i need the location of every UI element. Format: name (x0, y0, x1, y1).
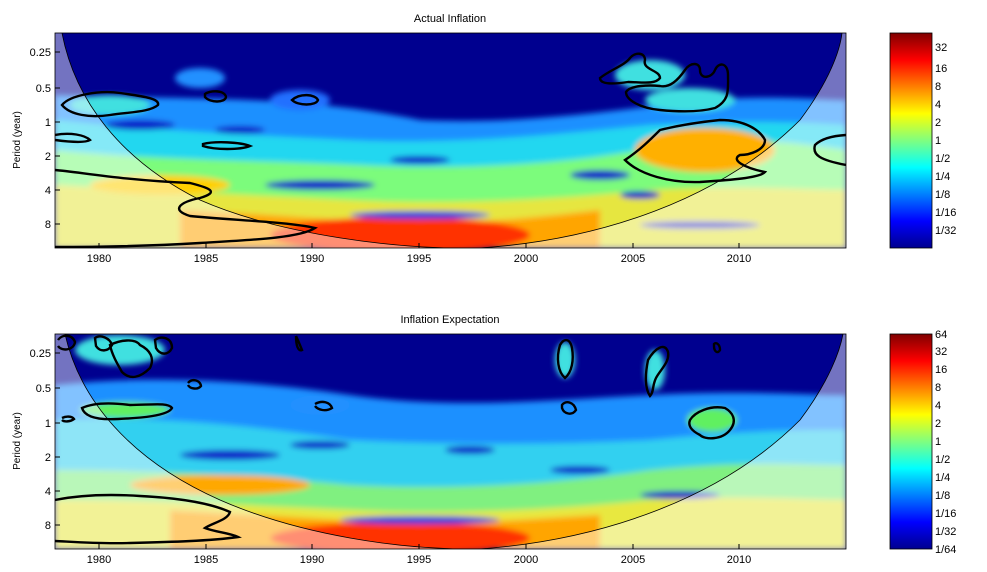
p2-cb-2: 2 (935, 418, 941, 430)
p1-cb-1-4: 1/4 (935, 171, 950, 183)
p2-cb-1-8: 1/8 (935, 490, 950, 502)
p1-ytick-2: 2 (45, 151, 51, 163)
panel-1-colorbar: 32 16 8 4 2 1 1/2 1/4 1/8 1/16 1/32 (889, 32, 956, 249)
p1-cb-8: 8 (935, 81, 941, 93)
p2-ytick-8: 8 (45, 520, 51, 532)
p2-ytick-0.5: 0.5 (36, 383, 51, 395)
panel-actual-inflation: Actual Inflation Period (year) (12, 13, 956, 265)
panel-1-frame (54, 32, 847, 249)
p2-cb-16: 16 (935, 364, 947, 376)
p1-xtick-1980: 1980 (87, 253, 111, 265)
p1-ytick-8: 8 (45, 219, 51, 231)
panel-2-contours (55, 334, 735, 545)
p2-cb-1-4: 1/4 (935, 472, 950, 484)
p1-ytick-1: 1 (45, 117, 51, 129)
p1-cb-1-32: 1/32 (935, 225, 956, 237)
p1-cb-4: 4 (935, 99, 941, 111)
p2-cb-1-64: 1/64 (935, 544, 956, 556)
p2-xtick-2000: 2000 (514, 554, 538, 566)
p1-cb-32: 32 (935, 42, 947, 54)
p1-xtick-2005: 2005 (621, 253, 645, 265)
panel-1-yaxis: 0.25 0.5 1 2 4 8 (30, 47, 60, 231)
p1-ytick-0.25: 0.25 (30, 47, 51, 59)
panel-2-ylabel: Period (year) (12, 412, 23, 470)
p1-xtick-2010: 2010 (727, 253, 751, 265)
panel-2-title: Inflation Expectation (400, 314, 499, 326)
p2-cb-1-2: 1/2 (935, 454, 950, 466)
panel-1-hot-2008 (635, 128, 775, 172)
p2-xtick-1985: 1985 (194, 554, 218, 566)
panel-2-heatmap (55, 334, 846, 549)
panel-1-heatmap (55, 33, 846, 248)
p1-cb-1-2: 1/2 (935, 153, 950, 165)
panel-2-coi-line (64, 334, 844, 549)
p1-ytick-0.5: 0.5 (36, 83, 51, 95)
p2-ytick-2: 2 (45, 452, 51, 464)
panel-1-coi-shade (55, 33, 846, 248)
p1-cb-1-8: 1/8 (935, 189, 950, 201)
panel-2-hot-1985 (130, 475, 310, 495)
p2-ytick-0.25: 0.25 (30, 348, 51, 360)
p1-xtick-2000: 2000 (514, 253, 538, 265)
p1-cb-1: 1 (935, 135, 941, 147)
panel-2-coi-shade (55, 334, 846, 549)
panel-1-red-core (270, 217, 530, 248)
panel-1-title: Actual Inflation (414, 13, 486, 25)
panel-1-xaxis: 1980 1985 1990 1995 2000 2005 2010 (87, 243, 751, 265)
panel-2-colorbar: 64 32 16 8 4 2 1 1/2 1/4 1/8 1/16 1/32 1… (889, 329, 956, 556)
p1-xtick-1990: 1990 (300, 253, 324, 265)
panel-1-ylabel: Period (year) (12, 111, 23, 169)
p1-ytick-4: 4 (45, 185, 51, 197)
p2-cb-32: 32 (935, 346, 947, 358)
panel-2-xaxis: 1980 1985 1990 1995 2000 2005 2010 (87, 544, 751, 566)
panel-2-yaxis: 0.25 0.5 1 2 4 8 (30, 348, 60, 532)
p2-ytick-4: 4 (45, 486, 51, 498)
panel-inflation-expectation: Inflation Expectation Period (year) (12, 314, 956, 566)
p2-cb-64: 64 (935, 329, 947, 341)
panel-1-contours (55, 52, 846, 248)
p1-cb-2: 2 (935, 117, 941, 129)
p2-cb-1-16: 1/16 (935, 508, 956, 520)
panel-2-red-core (270, 522, 530, 549)
p2-xtick-1990: 1990 (300, 554, 324, 566)
panel-1-hot-1985 (90, 175, 230, 195)
p2-ytick-1: 1 (45, 418, 51, 430)
p2-xtick-1995: 1995 (407, 554, 431, 566)
p2-cb-1: 1 (935, 436, 941, 448)
p2-cb-1-32: 1/32 (935, 526, 956, 538)
p2-cb-4: 4 (935, 400, 941, 412)
p1-cb-1-16: 1/16 (935, 207, 956, 219)
p2-xtick-2005: 2005 (621, 554, 645, 566)
p1-xtick-1995: 1995 (407, 253, 431, 265)
panel-1-coi-line (61, 33, 843, 248)
p2-cb-8: 8 (935, 382, 941, 394)
panel-2-frame (54, 333, 847, 550)
p1-xtick-1985: 1985 (194, 253, 218, 265)
p2-xtick-2010: 2010 (727, 554, 751, 566)
p1-cb-16: 16 (935, 63, 947, 75)
p2-xtick-1980: 1980 (87, 554, 111, 566)
